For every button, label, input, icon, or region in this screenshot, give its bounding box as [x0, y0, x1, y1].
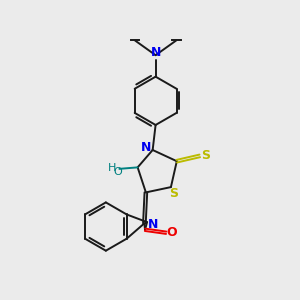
Text: O: O — [167, 226, 177, 239]
Text: S: S — [201, 149, 210, 162]
Text: O: O — [113, 167, 122, 177]
Text: N: N — [148, 218, 159, 231]
Text: N: N — [140, 141, 151, 154]
Text: N: N — [150, 46, 161, 59]
Text: S: S — [169, 187, 178, 200]
Text: H: H — [108, 163, 116, 173]
